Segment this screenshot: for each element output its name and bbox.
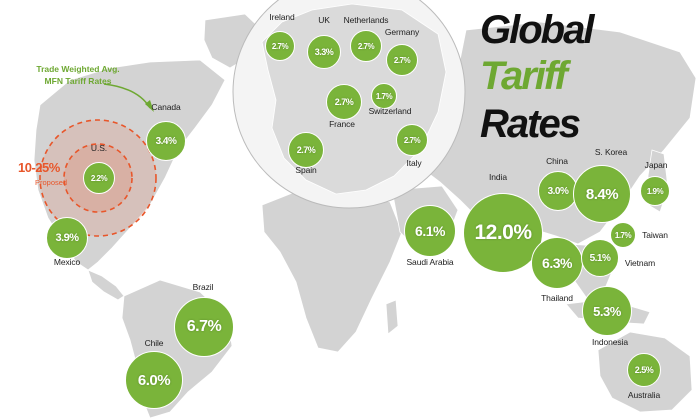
ireland-rate-bubble: 2.7%: [265, 31, 295, 61]
africa-landmass: [261, 189, 403, 353]
us-rate-bubble: 2.2%: [83, 162, 115, 194]
proposed-label: Proposed: [35, 178, 68, 187]
indonesia-label: Indonesia: [592, 337, 628, 347]
brazil-label: Brazil: [192, 282, 214, 292]
thailand-label: Thailand: [541, 293, 573, 303]
netherlands-rate-bubble: 2.7%: [350, 30, 382, 62]
us-label: U.S.: [90, 143, 108, 153]
s-korea-rate-bubble: 8.4%: [573, 165, 631, 223]
france-label: France: [329, 119, 355, 129]
thailand-rate-bubble: 6.3%: [531, 237, 583, 289]
australia-rate-bubble: 2.5%: [627, 353, 661, 387]
ireland-label: Ireland: [269, 12, 295, 22]
legend-arrowhead: [145, 100, 154, 112]
saudi-arabia-rate-bubble: 6.1%: [404, 205, 456, 257]
mexico-rate-bubble: 3.9%: [46, 217, 88, 259]
italy-label: Italy: [406, 158, 422, 168]
france-rate-bubble: 2.7%: [326, 84, 362, 120]
china-rate-bubble: 3.0%: [538, 171, 578, 211]
mexico-label: Mexico: [53, 257, 81, 267]
madagascar-landmass: [385, 299, 399, 335]
s-korea-label: S. Korea: [594, 147, 628, 157]
italy-rate-bubble: 2.7%: [396, 124, 428, 156]
japan-rate-bubble: 1.9%: [640, 176, 670, 206]
canada-label: Canada: [151, 102, 181, 112]
chile-rate-bubble: 6.0%: [125, 351, 183, 409]
taiwan-label: Taiwan: [642, 230, 668, 240]
germany-rate-bubble: 2.7%: [386, 44, 418, 76]
australia-label: Australia: [627, 390, 661, 400]
indonesia-rate-bubble: 5.3%: [582, 286, 632, 336]
vietnam-rate-bubble: 5.1%: [581, 239, 619, 277]
germany-label: Germany: [384, 27, 420, 37]
legend-text: Trade Weighted Avg. MFN Tariff Rates: [36, 64, 120, 86]
india-rate-bubble: 12.0%: [463, 193, 543, 273]
switzerland-label: Switzerland: [368, 106, 412, 116]
title-line-tariff: Tariff: [480, 54, 568, 98]
japan-label: Japan: [644, 160, 668, 170]
central-america-landmass: [87, 269, 125, 301]
brazil-rate-bubble: 6.7%: [174, 297, 234, 357]
taiwan-rate-bubble: 1.7%: [610, 222, 636, 248]
chile-label: Chile: [144, 338, 164, 348]
switzerland-rate-bubble: 1.7%: [371, 83, 397, 109]
title-line-global: Global: [480, 8, 594, 52]
title-line-rates: Rates: [480, 102, 581, 146]
india-label: India: [489, 172, 507, 182]
vietnam-label: Vietnam: [624, 258, 656, 268]
uk-label: UK: [318, 15, 330, 25]
spain-rate-bubble: 2.7%: [288, 132, 324, 168]
proposed-range: 10-25%: [18, 160, 60, 175]
canada-rate-bubble: 3.4%: [146, 121, 186, 161]
china-label: China: [546, 156, 568, 166]
spain-label: Spain: [295, 165, 317, 175]
saudi-arabia-label: Saudi Arabia: [406, 257, 454, 267]
netherlands-label: Netherlands: [343, 15, 389, 25]
uk-rate-bubble: 3.3%: [307, 35, 341, 69]
